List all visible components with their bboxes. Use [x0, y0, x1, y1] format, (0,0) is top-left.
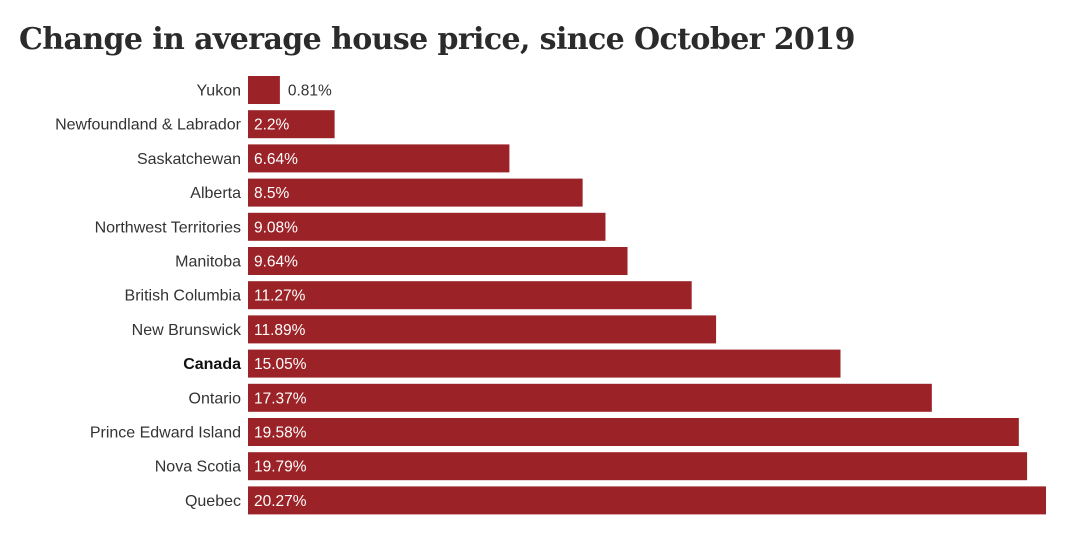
data-label: 19.79%	[254, 459, 307, 476]
data-label: 9.08%	[254, 219, 298, 236]
data-label: 9.64%	[254, 254, 298, 271]
bar	[248, 349, 841, 378]
bar	[248, 178, 583, 207]
data-label: 6.64%	[254, 151, 298, 168]
category-label: Ontario	[189, 390, 242, 407]
category-label: Yukon	[197, 83, 241, 100]
category-label: Newfoundland & Labrador	[55, 117, 242, 134]
data-label: 20.27%	[254, 493, 307, 510]
category-label: Nova Scotia	[155, 459, 241, 476]
bar	[248, 76, 280, 104]
bar	[248, 247, 628, 275]
bar	[248, 315, 717, 344]
data-label: 11.27%	[254, 288, 306, 305]
bar	[248, 418, 1019, 446]
bar	[248, 452, 1028, 481]
category-label: Quebec	[185, 493, 241, 510]
data-label: 2.2%	[254, 117, 290, 134]
data-label: 17.37%	[254, 390, 307, 407]
data-label: 15.05%	[254, 356, 307, 373]
bar	[248, 281, 692, 310]
bar	[248, 144, 510, 173]
data-label: 0.81%	[288, 83, 332, 100]
data-label: 11.89%	[254, 322, 306, 339]
data-label: 19.58%	[254, 425, 307, 442]
category-label: Manitoba	[175, 254, 241, 271]
chart-title: Change in average house price, since Oct…	[19, 22, 855, 57]
category-label: Saskatchewan	[137, 151, 241, 168]
category-label: British Columbia	[125, 288, 242, 305]
category-label: Prince Edward Island	[90, 425, 241, 442]
category-label: Alberta	[190, 185, 241, 202]
category-label: Canada	[183, 356, 241, 373]
bar	[248, 383, 932, 412]
category-label: Northwest Territories	[95, 219, 241, 236]
bar	[248, 212, 606, 241]
data-label: 8.5%	[254, 185, 290, 202]
bar	[248, 110, 335, 139]
bar	[248, 486, 1046, 515]
category-label: New Brunswick	[132, 322, 242, 339]
